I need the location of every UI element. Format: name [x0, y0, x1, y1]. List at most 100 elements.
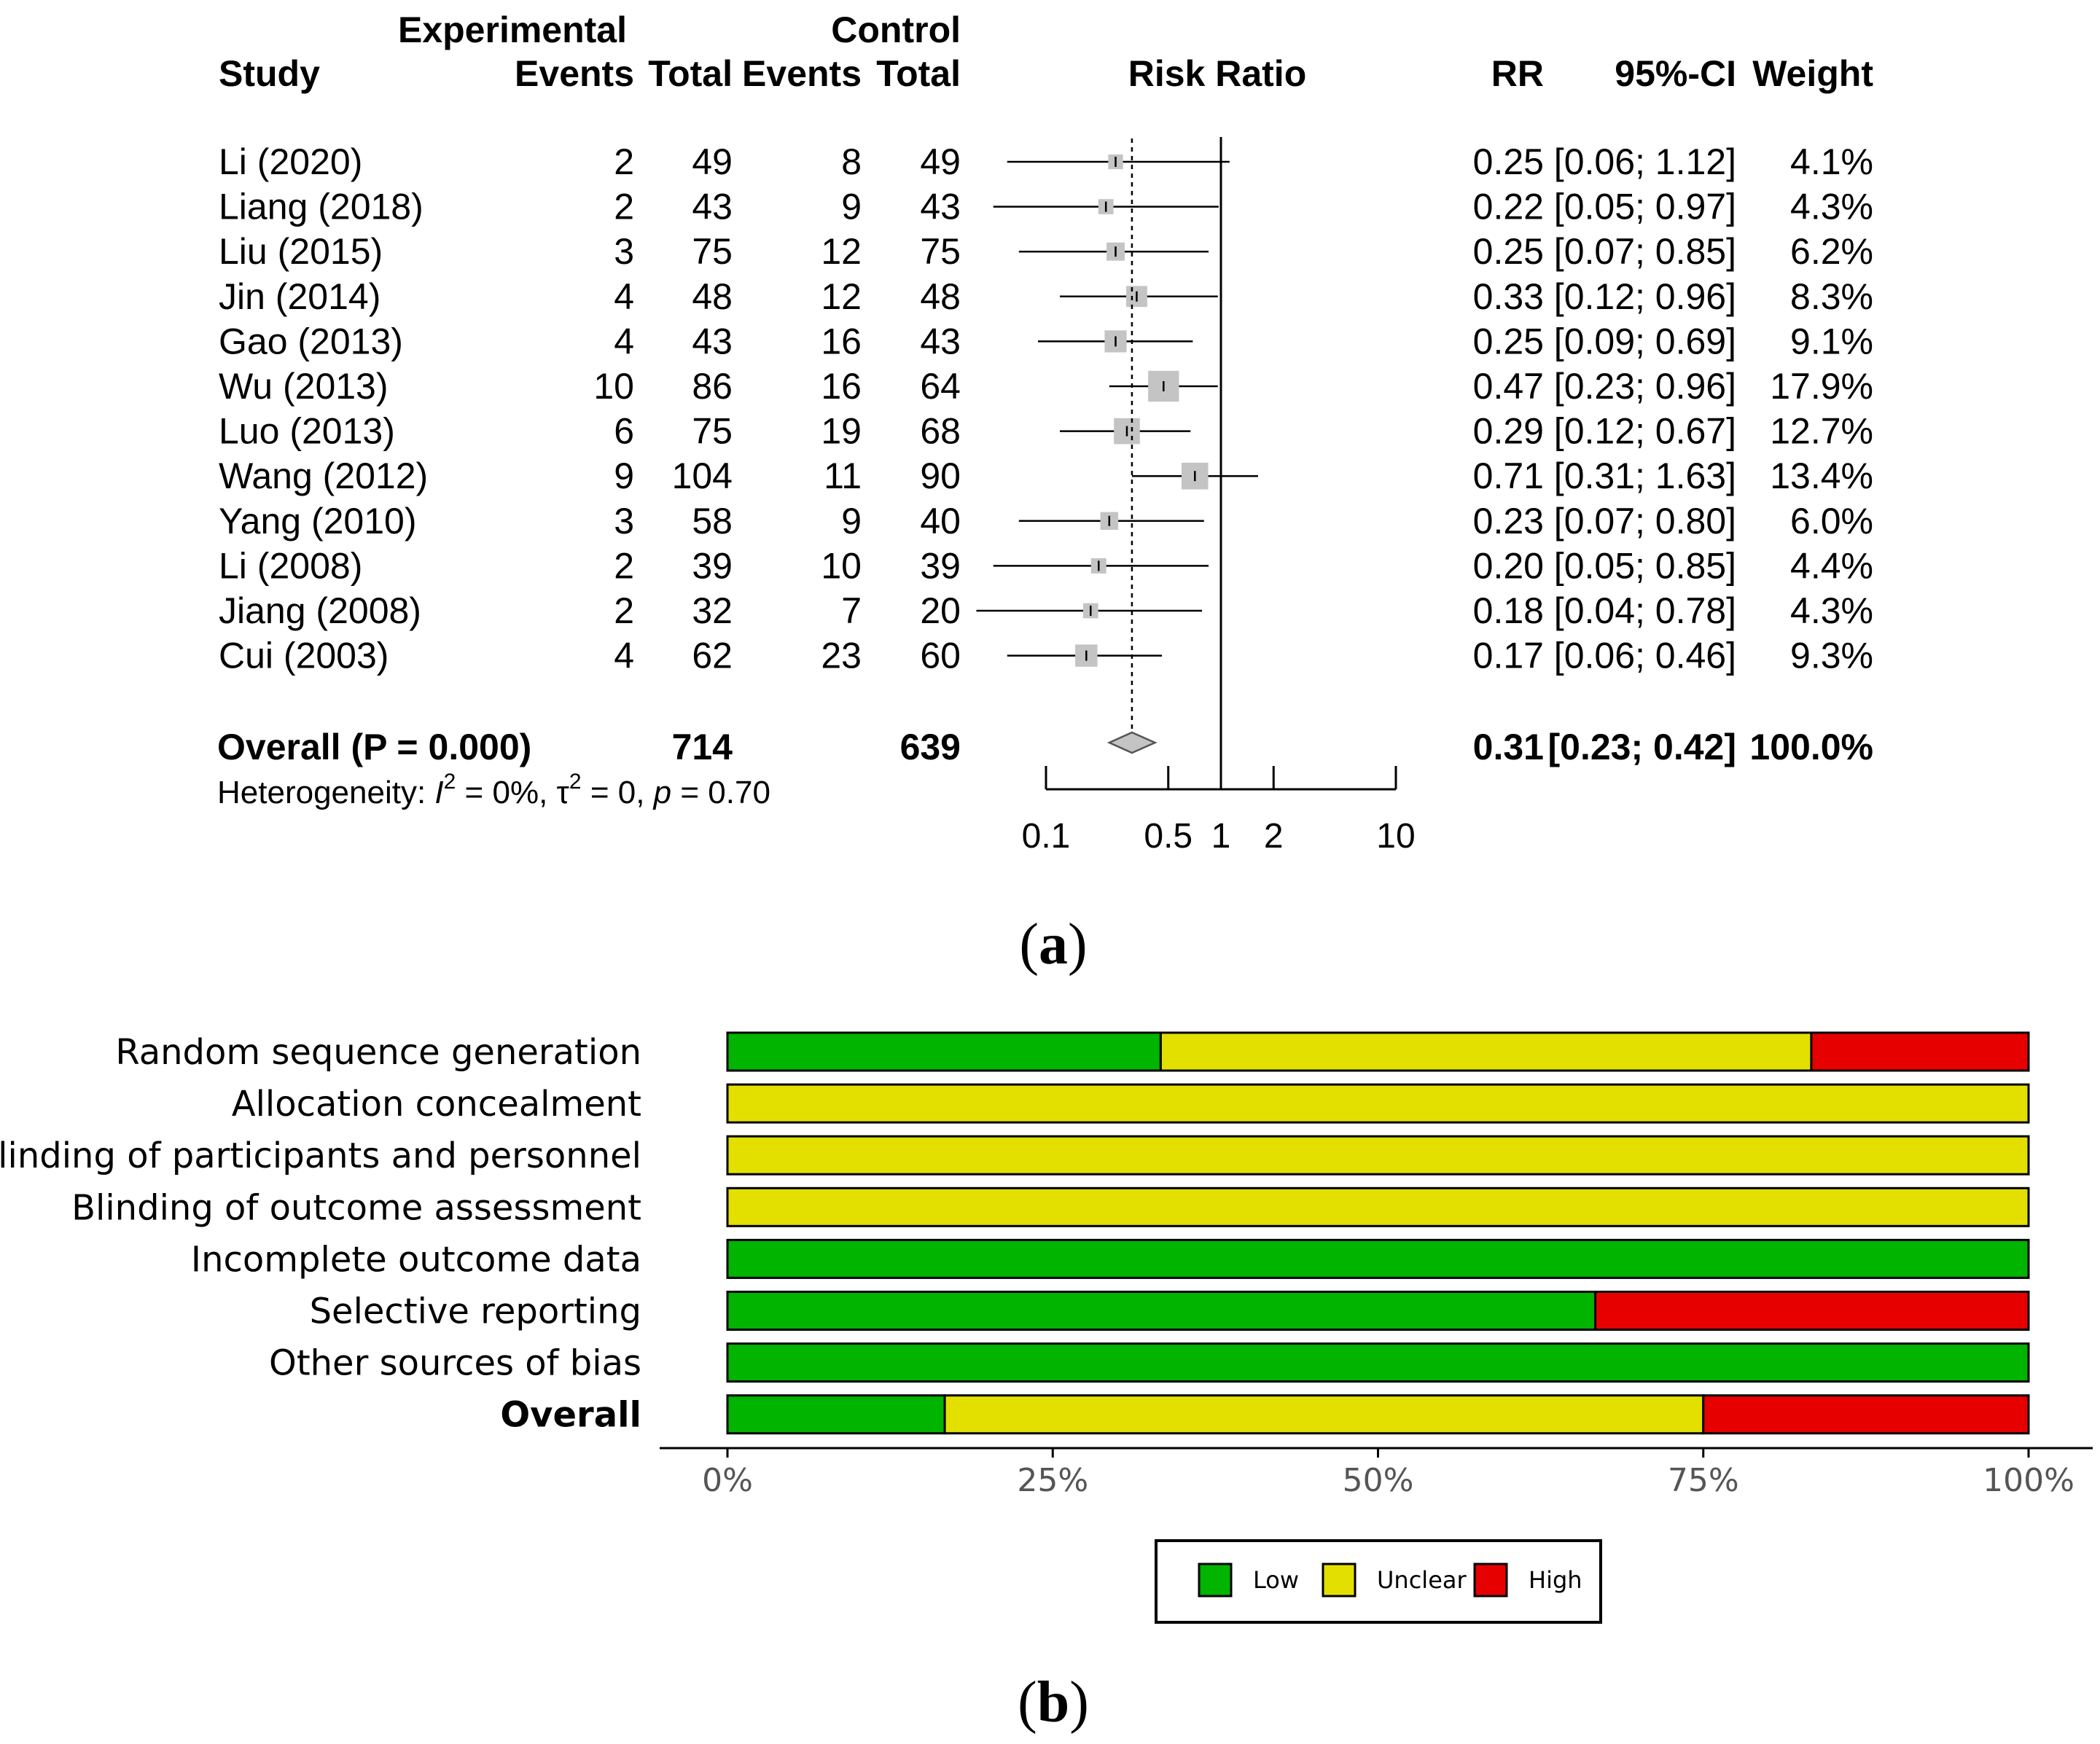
rob-category-label: Other sources of bias [269, 1343, 641, 1384]
forest-rows: Li (2020) 2 49 8 49 0.25 [0.06; 1.12] 4.1%Liang… [219, 141, 1873, 676]
study-label: Gao (2013) [219, 321, 403, 361]
ctrl-events-value: 23 [821, 636, 862, 676]
ci-value: [0.23; 0.96] [1554, 366, 1736, 407]
weight-value: 4.3% [1790, 187, 1873, 227]
forest-x-tick-label: 0.5 [1144, 817, 1193, 856]
exp-events-value: 3 [614, 501, 634, 541]
rob-x-tick-label: 100% [1983, 1462, 2074, 1499]
weight-value: 4.3% [1790, 590, 1873, 631]
exp-total-value: 43 [692, 187, 733, 227]
ctrl-total-value: 40 [920, 501, 961, 541]
forest-row: Yang (2010) 3 58 9 40 0.23 [0.07; 0.80] 6.0% [219, 501, 1873, 541]
ctrl-total-value: 48 [920, 276, 961, 317]
rr-value: 0.17 [1473, 636, 1544, 676]
weight-value: 4.1% [1790, 141, 1873, 182]
risk-of-bias-panel: Random sequence generation Allocation con… [0, 1031, 2093, 1735]
overall-ctrl-total: 639 [900, 727, 961, 767]
rob-bar-segment-unclear [1159, 1031, 1813, 1072]
study-label: Luo (2013) [219, 411, 395, 452]
ctrl-events-value: 11 [824, 455, 862, 496]
exp-events-value: 3 [614, 231, 634, 272]
ci-value: [0.07; 0.80] [1554, 501, 1736, 541]
forest-row: Li (2020) 2 49 8 49 0.25 [0.06; 1.12] 4.1% [219, 141, 1873, 182]
header-ctrl-total: Total [876, 53, 961, 94]
rr-value: 0.20 [1473, 545, 1544, 586]
ci-value: [0.09; 0.69] [1554, 321, 1736, 361]
rr-value: 0.25 [1473, 321, 1544, 361]
rr-value: 0.71 [1473, 455, 1544, 496]
ci-value: [0.06; 1.12] [1554, 141, 1736, 182]
rob-bar-segment-low [726, 1031, 1162, 1072]
header-exp-events: Events [515, 53, 634, 94]
legend-label-unclear: Unclear [1377, 1566, 1467, 1594]
header-ctrl-events: Events [742, 53, 862, 94]
study-label: Li (2008) [219, 545, 362, 586]
weight-value: 4.4% [1790, 545, 1873, 586]
rr-value: 0.22 [1473, 187, 1544, 227]
study-label: Cui (2003) [219, 636, 389, 676]
header-risk-ratio: Risk Ratio [1128, 53, 1307, 94]
ctrl-total-value: 75 [920, 231, 961, 272]
header-exp-total: Total [648, 53, 733, 94]
exp-events-value: 4 [614, 321, 634, 361]
rob-x-tick-label: 50% [1343, 1462, 1414, 1499]
legend-swatch-unclear [1322, 1563, 1357, 1598]
forest-row: Liu (2015) 3 75 12 75 0.25 [0.07; 0.85] 6.2% [219, 231, 1873, 272]
rob-x-tick-label: 0% [702, 1462, 753, 1499]
study-label: Wu (2013) [219, 366, 389, 407]
exp-total-value: 39 [692, 545, 733, 586]
rob-bar-segment-low [726, 1291, 1597, 1331]
overall-ci: [0.23; 0.42] [1548, 727, 1736, 767]
ctrl-total-value: 60 [920, 636, 961, 676]
study-label: Liang (2018) [219, 187, 423, 227]
forest-x-tick-label: 0.1 [1022, 817, 1071, 856]
rob-category-label: Overall [500, 1395, 641, 1436]
exp-total-value: 49 [692, 141, 733, 182]
rob-category-label: Allocation concealment [232, 1084, 641, 1125]
legend-swatch-high [1473, 1563, 1508, 1598]
ctrl-total-value: 90 [920, 455, 961, 496]
rob-category-label: Incomplete outcome data [191, 1239, 641, 1280]
weight-value: 8.3% [1790, 276, 1873, 317]
overall-label: Overall (P = 0.000) [217, 727, 531, 767]
weight-value: 6.2% [1790, 231, 1873, 272]
ci-value: [0.12; 0.67] [1554, 411, 1736, 452]
overall-diamond [1106, 731, 1158, 754]
study-label: Liu (2015) [219, 231, 383, 272]
rob-category-label: Blinding of participants and personnel [0, 1135, 641, 1176]
ctrl-events-value: 7 [841, 590, 862, 631]
header-ci: 95%-CI [1615, 53, 1736, 94]
forest-row: Jiang (2008) 2 32 7 20 0.18 [0.04; 0.78] 4.3% [219, 590, 1873, 631]
rob-bar-segment-high [1594, 1291, 2030, 1331]
weight-value: 9.1% [1790, 321, 1873, 361]
forest-row: Gao (2013) 4 43 16 43 0.25 [0.09; 0.69] 9.1% [219, 321, 1873, 361]
rr-value: 0.33 [1473, 276, 1544, 317]
exp-total-value: 75 [692, 231, 733, 272]
caption-b: (b) [1018, 1670, 1089, 1735]
rr-value: 0.23 [1473, 501, 1544, 541]
exp-total-value: 75 [692, 411, 733, 452]
ci-value: [0.12; 0.96] [1554, 276, 1736, 317]
rob-category-label: Blinding of outcome assessment [71, 1187, 641, 1228]
exp-total-value: 32 [692, 590, 733, 631]
exp-total-value: 58 [692, 501, 733, 541]
forest-row: Luo (2013) 6 75 19 68 0.29 [0.12; 0.67] 12.7% [219, 411, 1873, 452]
ctrl-events-value: 8 [841, 141, 862, 182]
header-control: Control [831, 9, 961, 50]
header-experimental: Experimental [398, 9, 627, 50]
ctrl-events-value: 19 [821, 411, 862, 452]
exp-events-value: 2 [614, 545, 634, 586]
exp-events-value: 2 [614, 141, 634, 182]
exp-events-value: 9 [614, 455, 634, 496]
rob-bar-segment-unclear [726, 1135, 2030, 1176]
header-study: Study [219, 53, 320, 94]
legend-swatch-low [1198, 1563, 1233, 1598]
ctrl-total-value: 49 [920, 141, 961, 182]
rob-bar-segment-high [1702, 1394, 2030, 1435]
ctrl-total-value: 20 [920, 590, 961, 631]
forest-x-tick-label: 1 [1211, 817, 1231, 856]
ctrl-events-value: 16 [821, 321, 862, 361]
rr-value: 0.47 [1473, 366, 1544, 407]
exp-events-value: 2 [614, 187, 634, 227]
rob-x-tick-label: 75% [1668, 1462, 1739, 1499]
